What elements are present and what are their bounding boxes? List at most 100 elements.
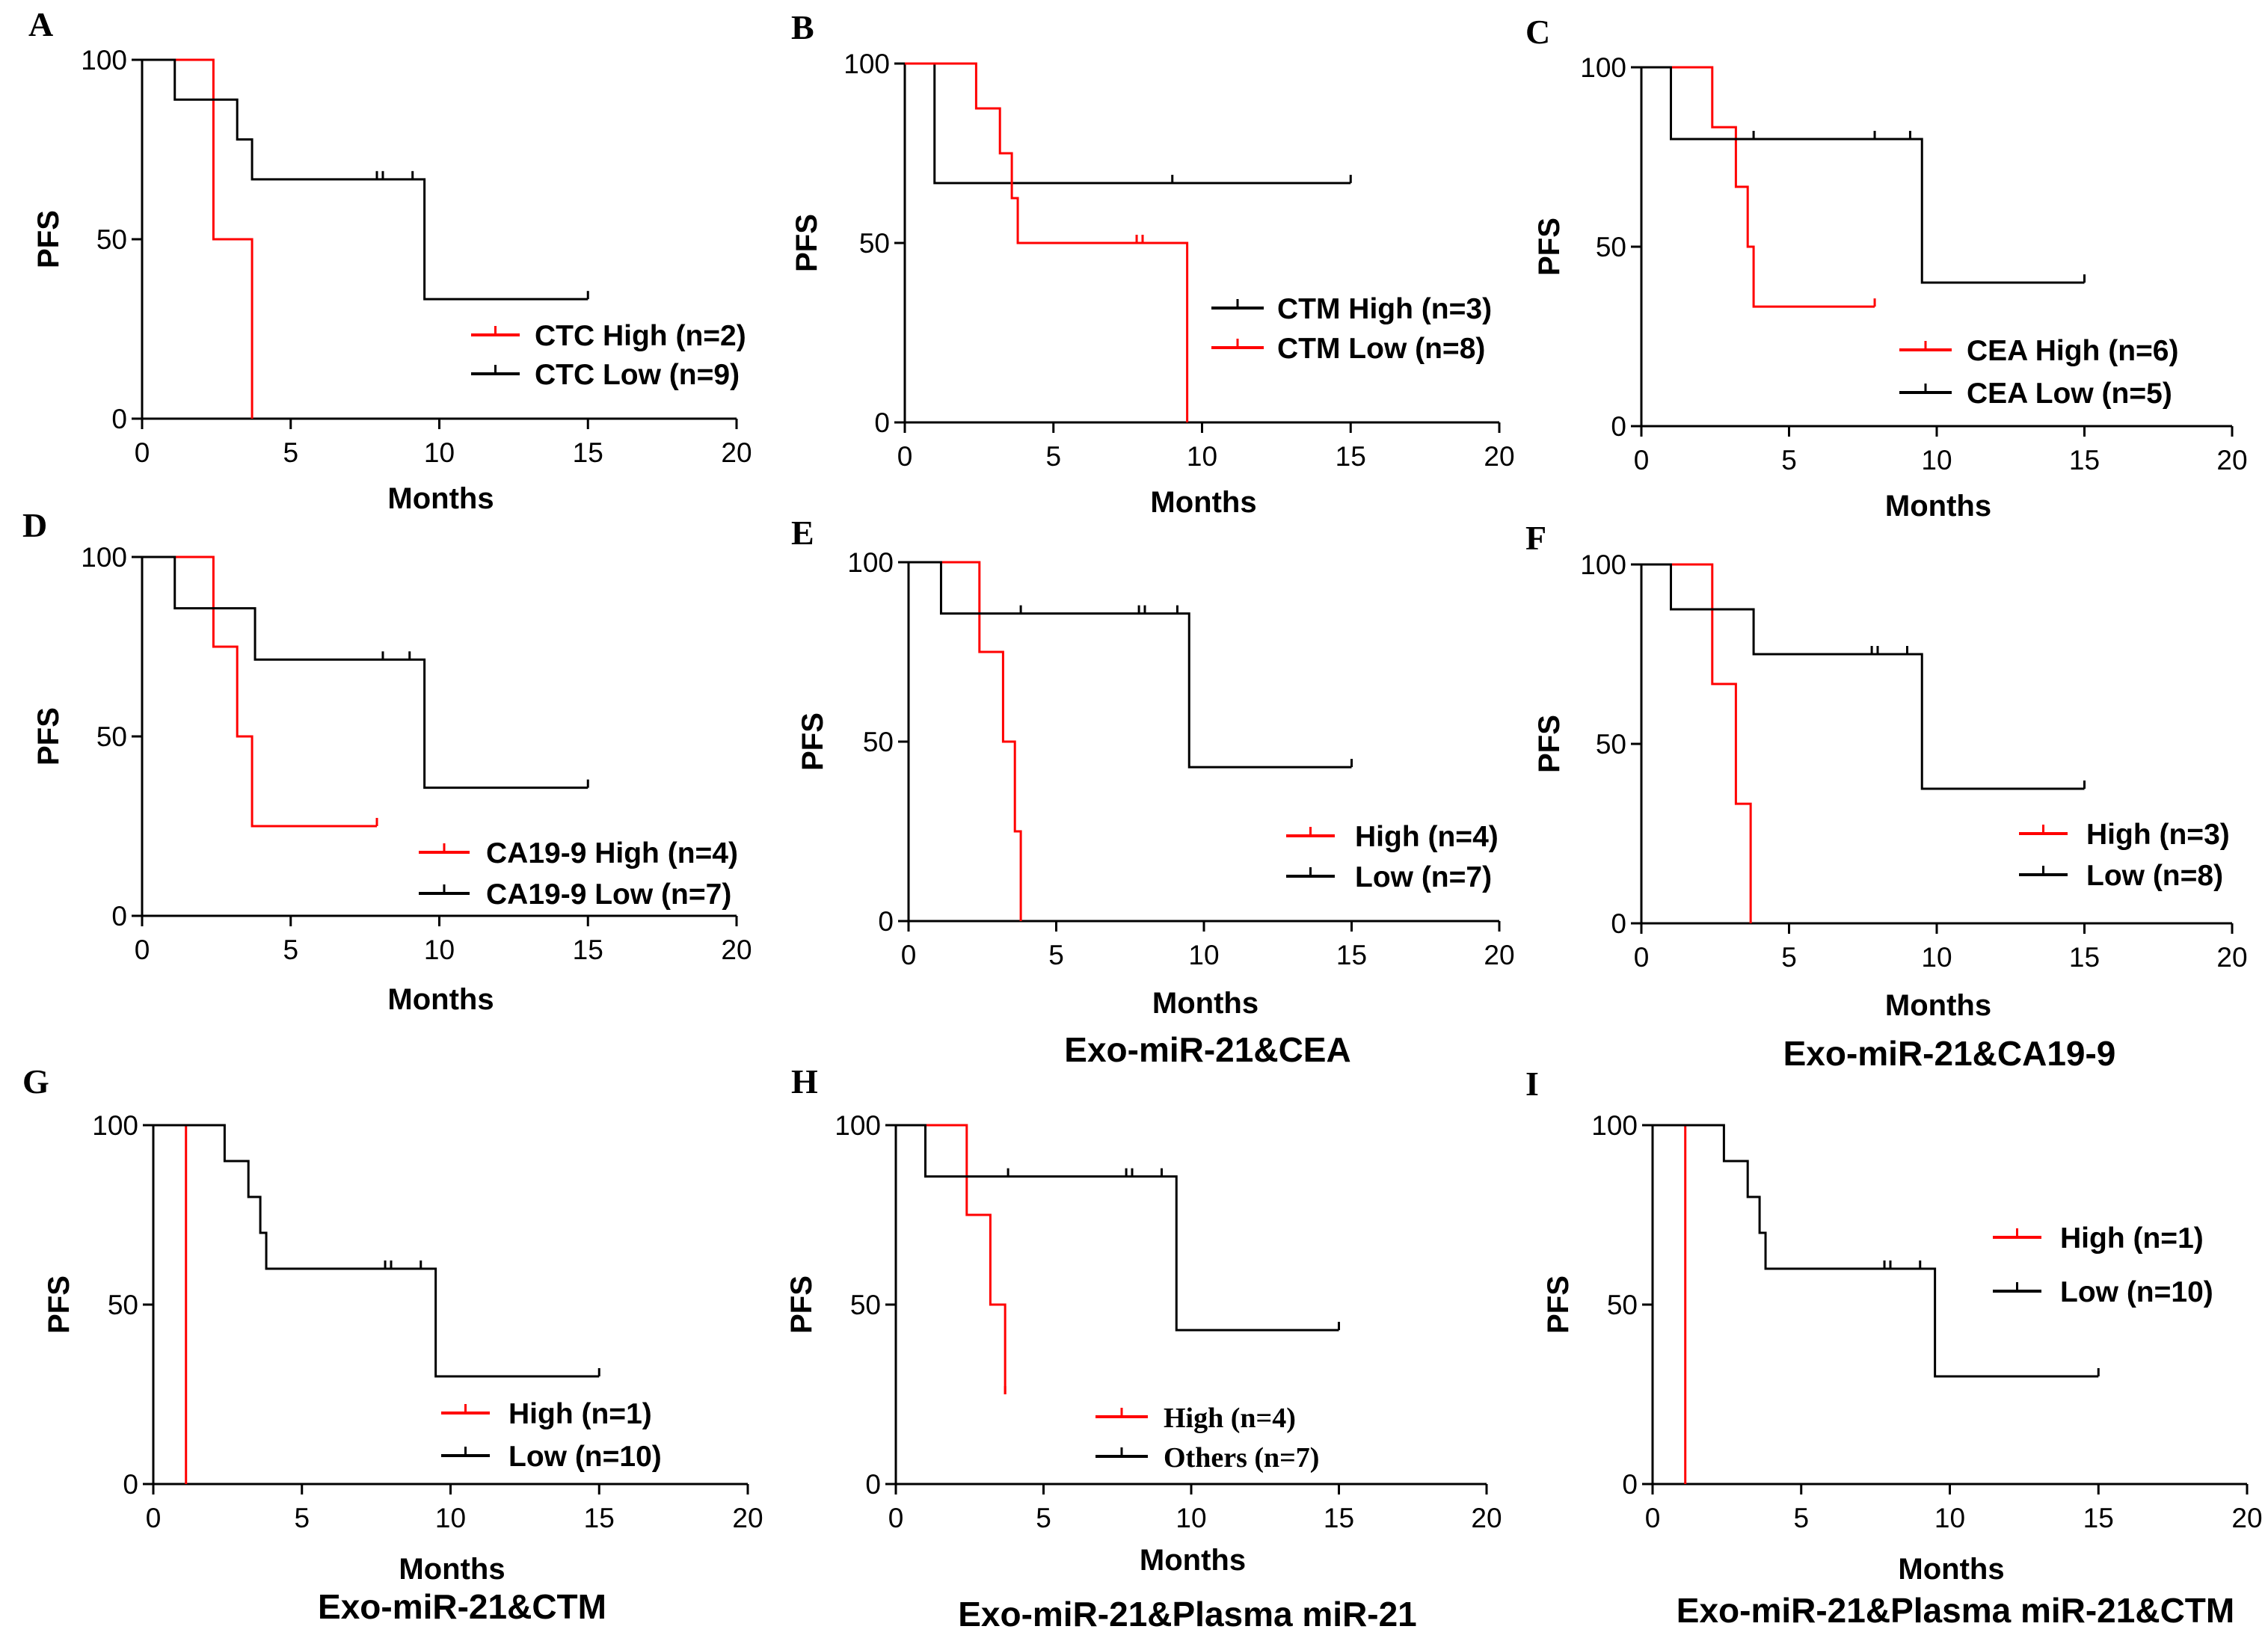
panel-letter: E bbox=[791, 514, 814, 552]
x-axis-label: Months bbox=[1150, 486, 1256, 519]
x-tick-label: 0 bbox=[135, 935, 150, 965]
km-curve bbox=[909, 561, 1352, 769]
y-tick-label: 100 bbox=[1591, 1110, 1638, 1141]
km-curve bbox=[909, 561, 1022, 921]
series-1: Others (n=7) bbox=[896, 1124, 1340, 1474]
x-tick-label: 10 bbox=[424, 437, 455, 468]
x-tick-label: 15 bbox=[573, 935, 603, 965]
panel-a: A 0 50 100 0 5 10 15 20 PFS Months CTC High (n=2) CT… bbox=[28, 5, 752, 515]
x-tick-label: 5 bbox=[1045, 441, 1061, 472]
x-tick-label: 0 bbox=[888, 1503, 904, 1533]
y-tick-label: 50 bbox=[1596, 232, 1626, 262]
y-tick-label: 0 bbox=[1611, 908, 1626, 939]
km-curve bbox=[142, 58, 253, 419]
x-tick-label: 20 bbox=[2231, 1503, 2262, 1533]
legend-label: High (n=1) bbox=[2060, 1222, 2204, 1255]
series-0: CA19-9 High (n=4) bbox=[142, 555, 738, 869]
panel-subtitle: Exo-miR-21&CEA bbox=[1064, 1030, 1350, 1069]
y-tick-label: 0 bbox=[111, 404, 127, 434]
x-tick-label: 5 bbox=[1781, 445, 1797, 475]
y-tick-label: 0 bbox=[111, 901, 127, 932]
y-axis-label: PFS bbox=[790, 214, 823, 272]
x-tick-label: 20 bbox=[1484, 940, 1514, 970]
y-tick-label: 0 bbox=[1611, 411, 1626, 442]
series-1: CTC Low (n=9) bbox=[142, 58, 740, 391]
x-axis-label: Months bbox=[1885, 989, 1991, 1022]
x-tick-label: 15 bbox=[1324, 1503, 1354, 1533]
y-tick-label: 100 bbox=[81, 542, 127, 573]
x-tick-label: 15 bbox=[573, 437, 603, 468]
panel-letter: I bbox=[1525, 1065, 1539, 1103]
y-tick-label: 100 bbox=[835, 1110, 881, 1141]
y-tick-label: 50 bbox=[1596, 729, 1626, 760]
panel-f: F 0 50 100 0 5 10 15 20 PFS Months Exo-miR-21&CA19-… bbox=[1525, 519, 2248, 1073]
series-1: CEA Low (n=5) bbox=[1641, 66, 2172, 410]
km-curve bbox=[142, 58, 588, 301]
y-axis-label: PFS bbox=[796, 712, 829, 771]
x-axis-label: Months bbox=[387, 482, 494, 515]
y-tick-label: 50 bbox=[850, 1290, 881, 1320]
y-tick-label: 50 bbox=[108, 1290, 138, 1320]
km-curve bbox=[1641, 563, 2085, 790]
legend-label: CEA Low (n=5) bbox=[1967, 378, 2172, 410]
x-tick-label: 5 bbox=[283, 437, 298, 468]
y-axis-label: PFS bbox=[32, 210, 65, 268]
x-axis-label: Months bbox=[387, 983, 494, 1016]
y-axis-label: PFS bbox=[32, 707, 65, 766]
y-tick-label: 100 bbox=[92, 1110, 138, 1141]
panel-letter: B bbox=[791, 8, 814, 46]
panel-subtitle: Exo-miR-21&Plasma miR-21&CTM bbox=[1677, 1591, 2234, 1630]
x-tick-label: 0 bbox=[897, 441, 913, 472]
y-tick-label: 0 bbox=[878, 906, 894, 937]
km-curve bbox=[1641, 563, 1752, 923]
series-0: CEA High (n=6) bbox=[1641, 66, 2178, 367]
x-tick-label: 15 bbox=[584, 1503, 615, 1533]
legend-label: Others (n=7) bbox=[1164, 1442, 1319, 1474]
series-0: High (n=4) bbox=[896, 1124, 1296, 1434]
km-curve bbox=[905, 62, 1189, 422]
x-axis-label: Months bbox=[1898, 1553, 2004, 1586]
km-curve bbox=[1641, 66, 2085, 284]
legend-label: CTM Low (n=8) bbox=[1277, 333, 1485, 365]
x-tick-label: 5 bbox=[283, 935, 298, 965]
series-0: CTM High (n=3) bbox=[905, 62, 1492, 325]
legend-label: Low (n=7) bbox=[1355, 861, 1492, 893]
x-tick-label: 15 bbox=[1336, 940, 1367, 970]
panel-letter: A bbox=[28, 5, 53, 43]
series-1: Low (n=8) bbox=[1641, 563, 2223, 892]
km-curve bbox=[142, 555, 588, 789]
y-tick-label: 50 bbox=[96, 224, 127, 255]
series-1: CA19-9 Low (n=7) bbox=[142, 555, 731, 911]
km-curve bbox=[153, 1124, 600, 1378]
panel-i: I 0 50 100 0 5 10 15 20 PFS Months Exo-miR-21&Plasm… bbox=[1525, 1065, 2263, 1630]
x-tick-label: 10 bbox=[1187, 441, 1217, 472]
x-tick-label: 0 bbox=[135, 437, 150, 468]
y-tick-label: 100 bbox=[847, 547, 894, 578]
x-tick-label: 0 bbox=[1634, 445, 1650, 475]
x-tick-label: 10 bbox=[1188, 940, 1219, 970]
km-curve bbox=[896, 1124, 1007, 1394]
series-1: CTM Low (n=8) bbox=[905, 62, 1485, 422]
x-tick-label: 15 bbox=[1336, 441, 1366, 472]
km-curve bbox=[1653, 1124, 2099, 1378]
legend-label: High (n=1) bbox=[508, 1398, 652, 1430]
y-axis-label: PFS bbox=[43, 1275, 76, 1334]
x-tick-label: 15 bbox=[2069, 445, 2100, 475]
x-tick-label: 5 bbox=[1781, 942, 1797, 973]
series-0: High (n=4) bbox=[909, 561, 1499, 921]
series-1: Low (n=7) bbox=[909, 561, 1492, 893]
x-tick-label: 20 bbox=[2216, 445, 2247, 475]
x-tick-label: 20 bbox=[732, 1503, 763, 1533]
x-tick-label: 0 bbox=[146, 1503, 162, 1533]
x-tick-label: 10 bbox=[1921, 942, 1952, 973]
x-axis-label: Months bbox=[1885, 490, 1991, 523]
km-curve bbox=[142, 555, 378, 828]
legend-label: Low (n=8) bbox=[2086, 860, 2223, 892]
x-tick-label: 5 bbox=[1048, 940, 1064, 970]
legend-label: CTC High (n=2) bbox=[535, 320, 746, 352]
panel-letter: D bbox=[22, 506, 47, 544]
x-tick-label: 0 bbox=[901, 940, 917, 970]
y-tick-label: 100 bbox=[1580, 550, 1626, 580]
x-axis-label: Months bbox=[399, 1553, 505, 1586]
panel-d: D 0 50 100 0 5 10 15 20 PFS Months CA19-9 High (n=4… bbox=[22, 506, 752, 1016]
